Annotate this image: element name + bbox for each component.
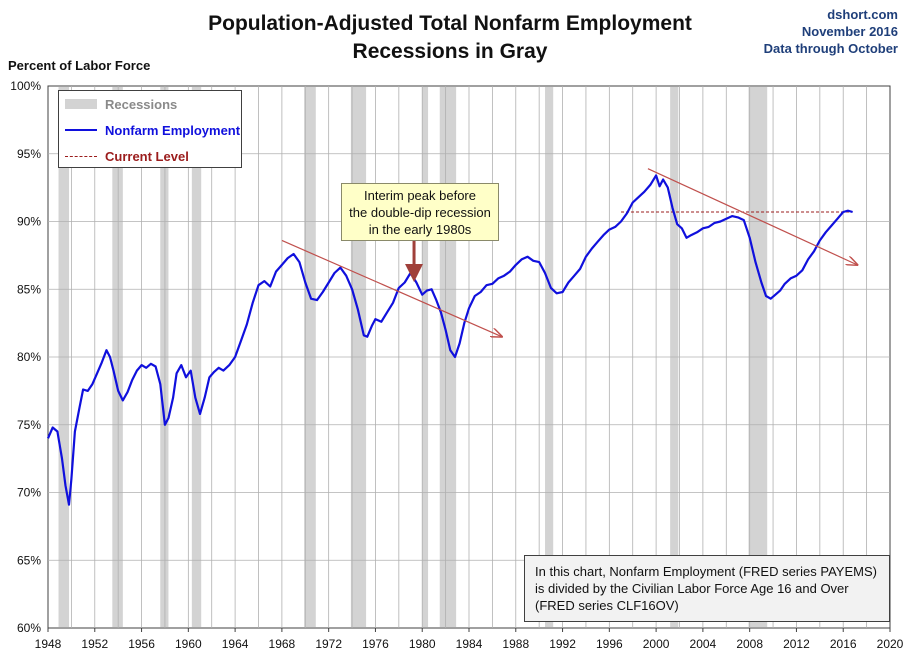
y-tick-label-95: 95% — [17, 147, 41, 161]
x-tick-label-1968: 1968 — [269, 637, 296, 651]
x-tick-label-2008: 2008 — [736, 637, 763, 651]
callout-line-1: Interim peak before — [363, 188, 476, 203]
x-tick-label-1972: 1972 — [315, 637, 342, 651]
source-data-through: Data through October — [763, 41, 898, 56]
legend-label-current-level: Current Level — [105, 148, 189, 164]
chart-title: Population-Adjusted Total Nonfarm Employ… — [150, 10, 750, 66]
x-tick-label-1996: 1996 — [596, 637, 623, 651]
note-line-1: In this chart, Nonfarm Employment (FRED … — [535, 564, 877, 579]
x-tick-label-1976: 1976 — [362, 637, 389, 651]
x-tick-label-2004: 2004 — [690, 637, 717, 651]
legend-item-current-level: Current Level — [65, 146, 189, 166]
x-tick-label-1948: 1948 — [35, 637, 62, 651]
x-tick-label-2012: 2012 — [783, 637, 810, 651]
x-tick-label-2000: 2000 — [643, 637, 670, 651]
x-tick-label-2020: 2020 — [877, 637, 904, 651]
legend-item-series: Nonfarm Employment — [65, 120, 240, 140]
x-tick-label-1960: 1960 — [175, 637, 202, 651]
x-tick-label-1952: 1952 — [81, 637, 108, 651]
y-tick-label-80: 80% — [17, 350, 41, 364]
x-tick-label-1980: 1980 — [409, 637, 436, 651]
legend-swatch-series — [65, 129, 97, 131]
y-axis-label: Percent of Labor Force — [8, 58, 151, 73]
note-line-2: is divided by the Civilian Labor Force A… — [535, 581, 849, 596]
callout-line-2: the double-dip recession — [349, 205, 491, 220]
y-tick-label-70: 70% — [17, 486, 41, 500]
source-site: dshort.com — [827, 7, 898, 22]
legend-label-recessions: Recessions — [105, 96, 178, 112]
y-tick-label-85: 85% — [17, 282, 41, 296]
legend-swatch-current-level — [65, 155, 97, 157]
y-tick-label-65: 65% — [17, 553, 41, 567]
y-tick-label-100: 100% — [10, 79, 41, 93]
y-tick-label-75: 75% — [17, 418, 41, 432]
x-tick-label-1988: 1988 — [502, 637, 529, 651]
y-tick-label-60: 60% — [17, 621, 41, 635]
annotation-callout: Interim peak before the double-dip reces… — [341, 183, 499, 241]
x-tick-label-1984: 1984 — [456, 637, 483, 651]
callout-line-3: in the early 1980s — [368, 222, 472, 237]
x-tick-label-1992: 1992 — [549, 637, 576, 651]
y-tick-label-90: 90% — [17, 215, 41, 229]
x-tick-label-2016: 2016 — [830, 637, 857, 651]
x-tick-label-1956: 1956 — [128, 637, 155, 651]
source-date: November 2016 — [801, 24, 898, 39]
chart-legend: Recessions Nonfarm Employment Current Le… — [58, 90, 242, 168]
x-tick-label-1964: 1964 — [222, 637, 249, 651]
source-credit: dshort.com November 2016 Data through Oc… — [764, 6, 898, 57]
legend-swatch-recessions — [65, 99, 97, 109]
trend-arrow-2 — [647, 168, 857, 265]
series-line-nonfarm-employment — [46, 174, 853, 506]
legend-label-series: Nonfarm Employment — [105, 122, 241, 138]
methodology-note: In this chart, Nonfarm Employment (FRED … — [524, 555, 890, 622]
title-line-2: Recessions in Gray — [352, 40, 548, 63]
trend-arrow-1 — [281, 239, 502, 336]
note-line-3: (FRED series CLF16OV) — [535, 598, 679, 613]
title-line-1: Population-Adjusted Total Nonfarm Employ… — [208, 12, 692, 35]
legend-item-recessions: Recessions — [65, 94, 177, 114]
